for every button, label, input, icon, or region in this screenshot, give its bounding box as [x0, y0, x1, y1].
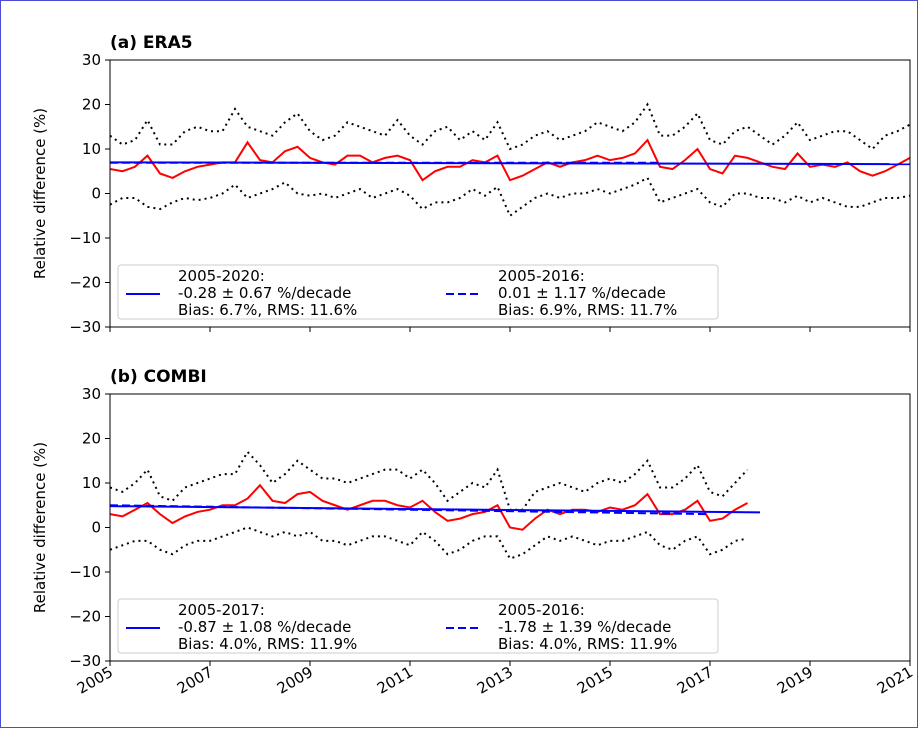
legend-line: 2005-2020:	[178, 267, 265, 285]
y-tick-label: 20	[82, 96, 101, 114]
series-line	[109, 450, 749, 511]
x-tick-label: 2015	[574, 663, 616, 698]
y-tick-label: −30	[69, 318, 101, 336]
y-tick-label: 10	[82, 140, 101, 158]
legend-line: Bias: 4.0%, RMS: 11.9%	[178, 635, 357, 653]
series-line	[109, 176, 911, 218]
series-line	[109, 102, 911, 151]
y-tick-label: −10	[69, 229, 101, 247]
legend-box	[117, 264, 719, 320]
y-tick-label: 20	[82, 430, 101, 448]
x-tick-label: 2021	[874, 663, 916, 698]
series-line	[109, 138, 911, 182]
y-tick-label: −20	[69, 608, 101, 626]
y-tick-label: 0	[91, 519, 101, 537]
y-axis-label: Relative difference (%)	[31, 108, 49, 279]
legend-line: 2005-2016:	[498, 601, 585, 619]
y-tick-label: −20	[69, 274, 101, 292]
y-tick-label: −30	[69, 652, 101, 670]
legend-label: 2005-2016: 0.01 ± 1.17 %/decade Bias: 6.9%…	[498, 267, 677, 319]
legend-line: -0.28 ± 0.67 %/decade	[178, 284, 351, 302]
x-tick-label: 2019	[774, 663, 816, 698]
legend-label: 2005-2020: -0.28 ± 0.67 %/decade Bias: 6.7…	[178, 267, 357, 319]
y-tick-label: 0	[91, 185, 101, 203]
y-tick-label: 30	[82, 385, 101, 403]
legend-line: Bias: 4.0%, RMS: 11.9%	[498, 635, 677, 653]
y-tick-label: 10	[82, 474, 101, 492]
y-axis-label: Relative difference (%)	[31, 442, 49, 613]
x-tick-label: 2013	[474, 663, 516, 698]
legend-line: 0.01 ± 1.17 %/decade	[498, 284, 666, 302]
legend-label: 2005-2016: -1.78 ± 1.39 %/decade Bias: 4.0…	[498, 601, 677, 653]
x-tick-label: 2011	[374, 663, 416, 698]
plot-frame	[109, 59, 911, 328]
legend-line: Bias: 6.7%, RMS: 11.6%	[178, 301, 357, 319]
y-tick-label: 30	[82, 51, 101, 69]
legend-line: 2005-2017:	[178, 601, 265, 619]
legend-line: Bias: 6.9%, RMS: 11.7%	[498, 301, 677, 319]
series-line	[109, 504, 711, 516]
y-tick-label: −10	[69, 563, 101, 581]
x-tick-label: 2007	[174, 663, 216, 698]
x-tick-label: 2009	[274, 663, 316, 698]
panel-title: (a) ERA5	[110, 33, 193, 53]
legend-label: 2005-2017: -0.87 ± 1.08 %/decade Bias: 4.0…	[178, 601, 357, 653]
plot-frame	[109, 393, 911, 662]
x-tick-label: 2017	[674, 663, 716, 698]
panel-title: (b) COMBI	[110, 367, 207, 387]
legend-line: 2005-2016:	[498, 267, 585, 285]
legend-box	[117, 598, 719, 654]
legend-line: -1.78 ± 1.39 %/decade	[498, 618, 671, 636]
legend-line: -0.87 ± 1.08 %/decade	[178, 618, 351, 636]
series-line	[109, 526, 748, 560]
